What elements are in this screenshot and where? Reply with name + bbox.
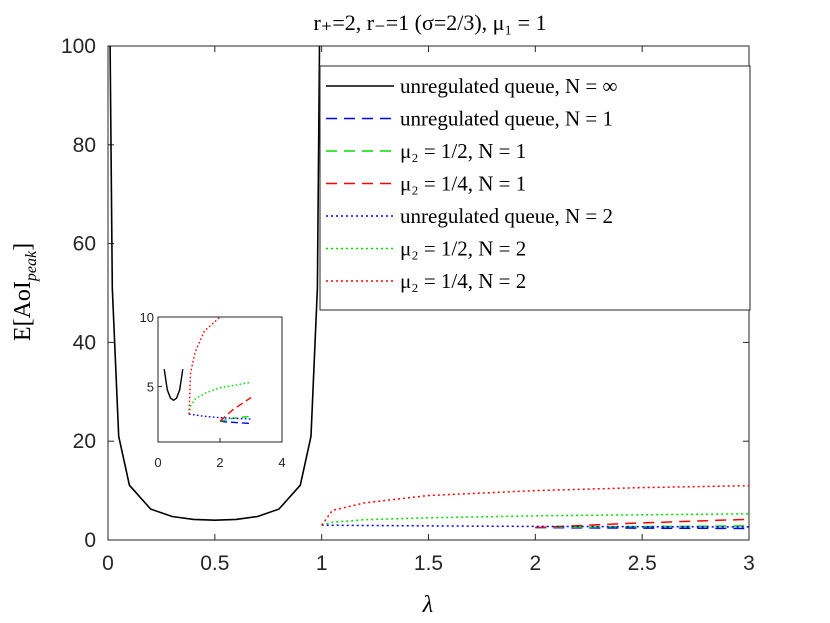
series-line-1 xyxy=(109,45,321,522)
inset-series-line-6 xyxy=(188,381,252,415)
y-tick-label: 80 xyxy=(73,134,96,157)
y-axis-label-main: E[AoI xyxy=(10,281,36,341)
x-tick-label: 1 xyxy=(316,552,328,575)
y-axis-label-close: ] xyxy=(10,243,36,251)
inset-series-line-2 xyxy=(219,420,252,425)
legend: unregulated queue, N = ∞ unregulated queu… xyxy=(319,65,751,311)
inset-x-tick-label: 2 xyxy=(216,455,223,470)
inset-series-line-3 xyxy=(219,415,252,422)
x-tick-label: 0.5 xyxy=(200,552,229,575)
y-tick-label: 20 xyxy=(73,430,96,453)
inset-series-line-7 xyxy=(188,316,221,415)
inset-x-tick-label: 0 xyxy=(154,455,161,470)
legend-label-7: μ₂ = 1/4, N = 2 xyxy=(400,269,526,293)
y-axis-label-subscript: peak xyxy=(23,250,40,282)
legend-label-2: unregulated queue, N = 1 xyxy=(400,107,613,131)
series-layer xyxy=(109,45,750,530)
series-line-7 xyxy=(321,484,750,526)
legend-box xyxy=(319,65,751,311)
x-tick-label: 2 xyxy=(529,552,541,575)
x-tick-label: 1.5 xyxy=(414,552,443,575)
inset-series-layer xyxy=(163,316,252,425)
y-tick-label: 100 xyxy=(61,35,96,58)
y-tick-label: 60 xyxy=(73,233,96,256)
legend-label-4: μ₂ = 1/4, N = 1 xyxy=(400,172,526,196)
inset-series-line-4 xyxy=(219,397,252,422)
inset-plot: 0 2 4 5 10 xyxy=(140,310,286,470)
x-axis-ticks: 0 0.5 1 1.5 2 2.5 3 xyxy=(102,46,755,575)
x-tick-label: 3 xyxy=(743,552,755,575)
inset-series-line-1 xyxy=(163,368,184,402)
legend-entries: unregulated queue, N = ∞ unregulated queu… xyxy=(326,74,618,293)
series-line-5 xyxy=(321,524,750,528)
inset-y-tick-label: 10 xyxy=(140,310,154,325)
legend-label-6: μ₂ = 1/2, N = 2 xyxy=(400,237,526,261)
y-axis-label: E[AoIpeak] xyxy=(10,243,40,341)
legend-label-1: unregulated queue, N = ∞ xyxy=(400,74,618,98)
chart-title: r₊=2, r₋=1 (σ=2/3), μ₁ = 1 xyxy=(313,10,546,35)
inset-ticks: 0 2 4 5 10 xyxy=(140,310,286,470)
inset-x-tick-label: 4 xyxy=(278,455,285,470)
x-axis-label: λ xyxy=(422,592,433,618)
y-tick-label: 40 xyxy=(73,331,96,354)
inset-y-tick-label: 5 xyxy=(147,379,154,394)
x-tick-label: 2.5 xyxy=(628,552,657,575)
legend-label-5: unregulated queue, N = 2 xyxy=(400,204,613,228)
legend-label-3: μ₂ = 1/2, N = 1 xyxy=(400,139,526,163)
series-line-6 xyxy=(321,513,750,526)
x-tick-label: 0 xyxy=(102,552,114,575)
y-tick-label: 0 xyxy=(84,529,96,552)
inset-frame xyxy=(157,316,283,443)
